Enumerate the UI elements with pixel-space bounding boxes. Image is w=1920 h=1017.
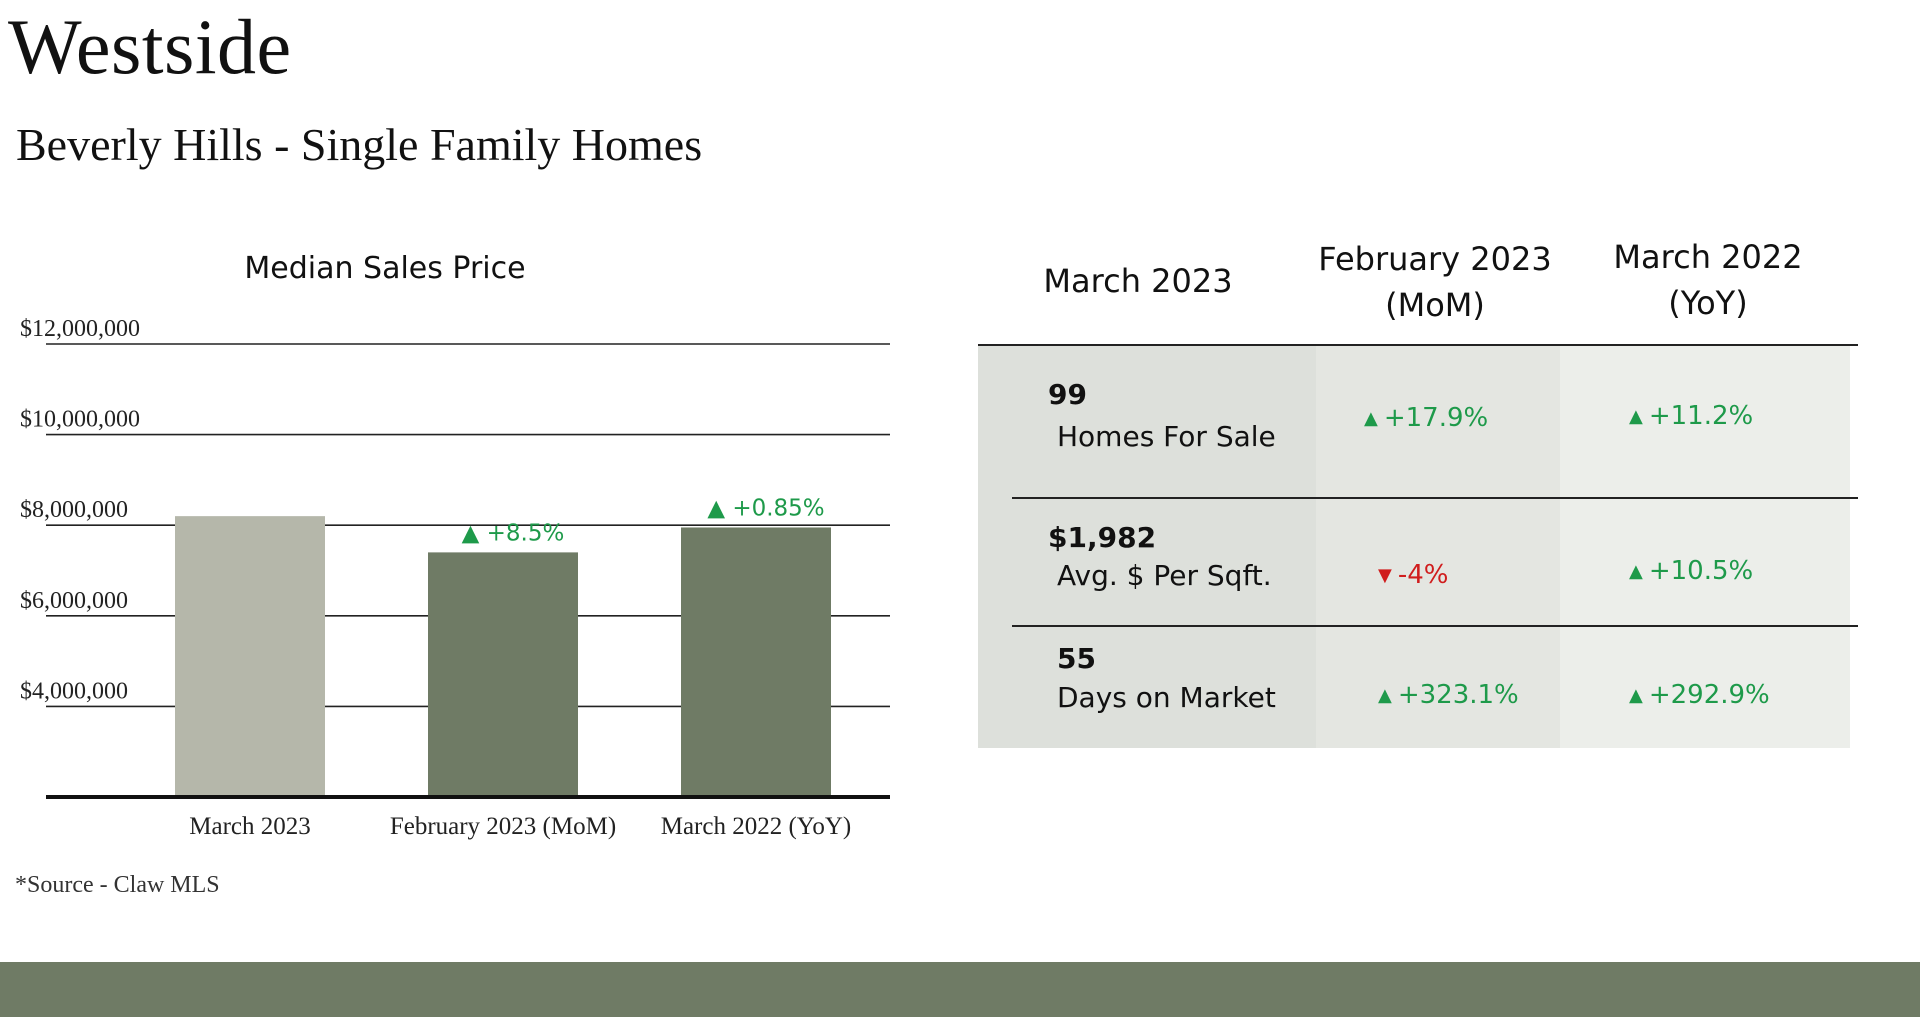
x-tick-label: March 2023 xyxy=(189,813,311,840)
row-sqft-mom-change: ▼ -4% xyxy=(1378,560,1449,590)
row-dom-value: 55 xyxy=(1057,642,1096,675)
bar-change-label: ▲ +0.85% xyxy=(707,495,824,521)
bar xyxy=(175,516,325,797)
change-arrow-icon: ▲ xyxy=(1629,684,1643,706)
row-sqft-yoy-change: ▲ +10.5% xyxy=(1629,556,1754,586)
region-title: Westside xyxy=(8,3,292,90)
bar-change-label: ▲ +8.5% xyxy=(462,520,565,546)
row-divider-2 xyxy=(1012,625,1858,627)
row-dom-mom-change: ▲ +323.1% xyxy=(1378,680,1519,710)
bar xyxy=(428,552,578,797)
change-arrow-icon: ▲ xyxy=(1629,405,1643,427)
header-yoy: March 2022 (YoY) xyxy=(1613,238,1803,322)
chart-title: Median Sales Price xyxy=(244,251,525,286)
y-tick-label: $4,000,000 xyxy=(20,678,128,704)
row-sqft-label: Avg. $ Per Sqft. xyxy=(1057,559,1272,592)
y-tick-label: $10,000,000 xyxy=(20,407,140,433)
chart-svg: Median Sales Price $12,000,000 $10,000,00… xyxy=(20,251,890,840)
row-dom-label: Days on Market xyxy=(1057,681,1276,714)
y-tick-label: $6,000,000 xyxy=(20,588,128,614)
column-mom-bg xyxy=(1316,346,1560,748)
x-tick-label: March 2022 (YoY) xyxy=(661,813,852,840)
source-note: *Source - Claw MLS xyxy=(15,872,220,898)
x-tick-label: February 2023 (MoM) xyxy=(390,813,616,840)
change-arrow-icon: ▼ xyxy=(1378,564,1392,586)
y-tick-label: $8,000,000 xyxy=(20,497,128,523)
change-arrow-icon: ▲ xyxy=(1364,407,1378,429)
bar xyxy=(681,527,831,797)
page-subtitle: Beverly Hills - Single Family Homes xyxy=(16,119,703,170)
change-arrow-icon: ▲ xyxy=(1629,560,1643,582)
header-current: March 2023 xyxy=(1043,262,1233,300)
footer-band xyxy=(0,962,1920,1017)
header-mom: February 2023 (MoM) xyxy=(1318,240,1552,324)
row-homes-yoy-change: ▲ +11.2% xyxy=(1629,401,1754,431)
metrics-table: March 2023 February 2023 (MoM) March 2022… xyxy=(978,238,1858,748)
row-homes-value: 99 xyxy=(1048,378,1087,411)
median-price-chart: Median Sales Price $12,000,000 $10,000,00… xyxy=(0,240,920,860)
y-tick-label: $12,000,000 xyxy=(20,316,140,342)
column-yoy-bg xyxy=(1560,346,1850,748)
change-arrow-icon: ▲ xyxy=(1378,684,1392,706)
header-rule xyxy=(978,344,1858,346)
row-homes-mom-change: ▲ +17.9% xyxy=(1364,403,1489,433)
row-dom-yoy-change: ▲ +292.9% xyxy=(1629,680,1770,710)
row-divider-1 xyxy=(1012,497,1858,499)
column-current-bg xyxy=(978,346,1316,748)
row-homes-label: Homes For Sale xyxy=(1057,420,1276,453)
row-sqft-value: $1,982 xyxy=(1048,521,1157,554)
